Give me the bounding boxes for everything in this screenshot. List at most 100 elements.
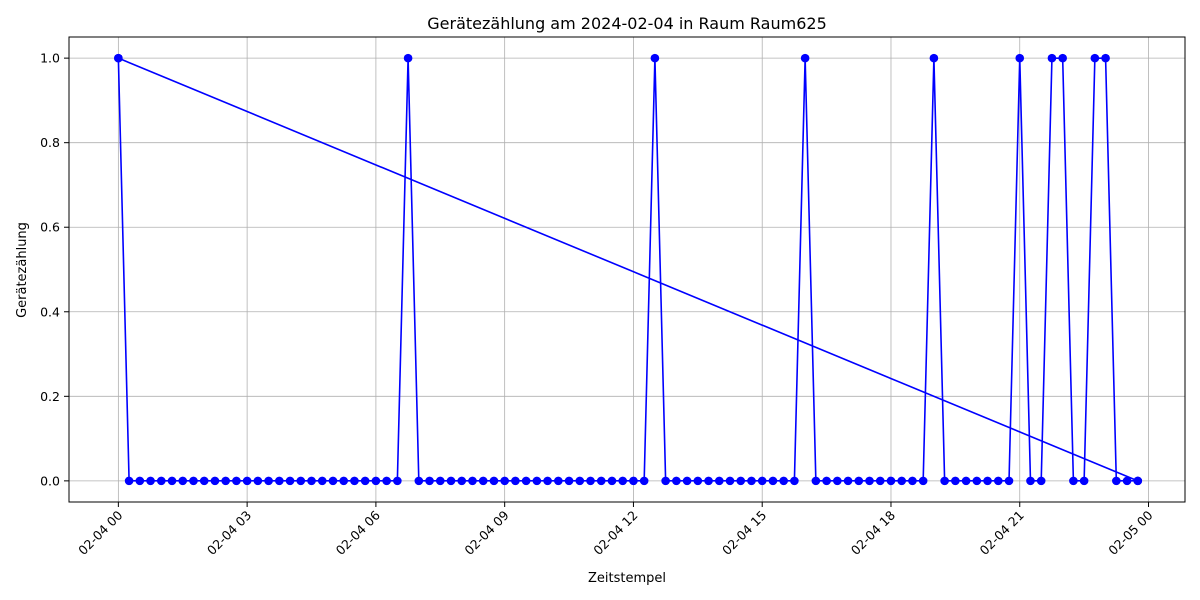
data-point xyxy=(446,476,456,486)
y-tick-label: 0.4 xyxy=(40,304,60,319)
data-point xyxy=(1101,53,1110,63)
data-point xyxy=(1122,476,1132,486)
data-point xyxy=(843,476,853,486)
data-point xyxy=(790,476,799,486)
data-point xyxy=(350,476,359,486)
x-tick-label: 02-04 09 xyxy=(461,507,511,557)
y-tick-label: 1.0 xyxy=(40,51,60,66)
data-point xyxy=(1047,53,1057,63)
x-tick-label: 02-04 03 xyxy=(204,508,254,558)
data-point xyxy=(221,476,230,486)
y-axis: 0.0 0.2 0.4 0.6 0.8 1.0 xyxy=(40,51,69,488)
data-point xyxy=(468,476,477,486)
data-point xyxy=(511,476,520,486)
y-tick-label: 0.2 xyxy=(40,389,60,404)
data-point xyxy=(382,476,391,486)
data-point xyxy=(897,476,907,486)
data-point xyxy=(639,476,649,486)
data-point xyxy=(929,53,939,63)
data-point xyxy=(124,476,134,486)
data-point xyxy=(232,476,241,486)
x-tick-label: 02-04 21 xyxy=(977,508,1027,558)
x-tick-label: 02-04 18 xyxy=(848,507,898,557)
data-point xyxy=(285,476,295,486)
x-tick-label: 02-04 00 xyxy=(75,507,125,557)
data-point xyxy=(489,476,499,486)
data-point xyxy=(736,476,746,486)
data-point xyxy=(1079,476,1089,486)
data-point xyxy=(403,53,413,63)
x-axis: 02-04 00 02-04 03 02-04 06 02-04 09 02-04 12… xyxy=(75,502,1156,558)
data-point xyxy=(908,476,917,486)
data-point xyxy=(500,476,509,486)
data-point xyxy=(661,476,670,486)
data-point xyxy=(811,476,821,486)
data-point xyxy=(339,476,349,486)
y-tick-label: 0.6 xyxy=(40,220,60,235)
data-point xyxy=(167,476,177,486)
data-point xyxy=(725,476,735,486)
data-point xyxy=(275,476,284,486)
data-point xyxy=(1058,53,1067,63)
data-point xyxy=(317,476,327,486)
data-point xyxy=(961,476,971,486)
data-point xyxy=(425,476,434,486)
data-point xyxy=(768,476,778,486)
data-point xyxy=(189,476,198,486)
data-point xyxy=(972,476,982,486)
data-point xyxy=(575,476,585,486)
data-point xyxy=(296,476,306,486)
y-tick-label: 0.0 xyxy=(40,473,60,488)
data-point xyxy=(596,476,606,486)
data-point xyxy=(532,476,542,486)
x-tick-label: 02-04 06 xyxy=(333,507,383,557)
data-point xyxy=(307,476,316,486)
data-point xyxy=(747,476,756,486)
data-point xyxy=(1026,476,1035,486)
data-point xyxy=(1090,53,1100,63)
x-tick-label: 02-04 12 xyxy=(590,508,640,558)
data-point xyxy=(478,476,488,486)
data-point xyxy=(918,476,928,486)
data-point xyxy=(146,476,155,486)
data-point xyxy=(714,476,724,486)
data-point xyxy=(693,476,703,486)
data-point xyxy=(704,476,713,486)
data-point xyxy=(1004,476,1014,486)
data-point xyxy=(618,476,628,486)
data-point xyxy=(360,476,370,486)
data-point xyxy=(607,476,617,486)
data-point xyxy=(199,476,209,486)
data-point xyxy=(435,476,445,486)
data-point xyxy=(682,476,692,486)
data-point xyxy=(135,476,145,486)
data-point xyxy=(779,476,788,486)
data-points xyxy=(114,53,1143,486)
data-point xyxy=(371,476,381,486)
data-point xyxy=(328,476,338,486)
data-point xyxy=(114,53,123,63)
data-point xyxy=(1112,476,1121,486)
data-point xyxy=(393,476,402,486)
data-point xyxy=(875,476,885,486)
plot-area-frame xyxy=(68,36,1186,503)
x-tick-label: 02-04 15 xyxy=(719,508,769,558)
data-point xyxy=(1069,476,1078,486)
y-axis-label: Gerätezählung xyxy=(15,222,30,318)
data-point xyxy=(457,476,467,486)
data-point xyxy=(854,476,864,486)
data-point xyxy=(650,53,660,63)
data-point xyxy=(554,476,563,486)
data-point xyxy=(564,476,574,486)
data-point xyxy=(993,476,1003,486)
chart-title: Gerätezählung am 2024-02-04 in Raum Raum… xyxy=(427,14,827,33)
y-tick-label: 0.8 xyxy=(40,135,60,150)
data-point xyxy=(822,476,831,486)
series-line xyxy=(117,57,1139,482)
data-point xyxy=(1015,53,1025,63)
data-point xyxy=(833,476,842,486)
data-point xyxy=(1133,476,1143,486)
data-point xyxy=(543,476,552,486)
data-point xyxy=(178,476,188,486)
